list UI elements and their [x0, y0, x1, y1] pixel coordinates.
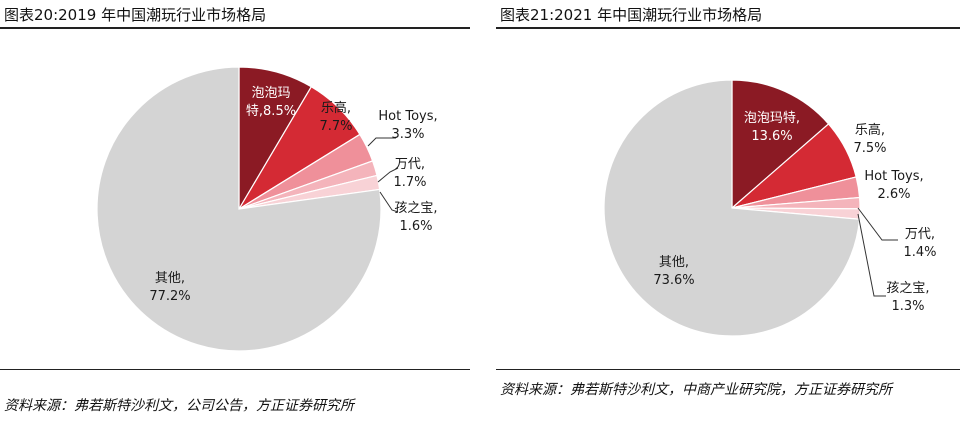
pie-chart-2019: 泡泡玛特,8.5% 乐高, 7.7% Hot Toys, 3.3% 万代, 1.7% 孩之宝,…: [96, 66, 438, 352]
chart-title: 图表21:2021 年中国潮玩行业市场格局: [500, 6, 763, 24]
data-label-hot-toys: Hot Toys, 3.3%: [378, 109, 437, 142]
pie-slice-其他: [96, 66, 382, 352]
source-rule: [0, 369, 470, 370]
leader-line-万代: [377, 167, 399, 183]
data-label-孩之宝: 孩之宝, 1.6%: [394, 201, 437, 234]
pie-slice-泡泡玛特: [731, 79, 830, 210]
leader-line-孩之宝: [379, 191, 399, 213]
data-label-hot-toys: Hot Toys, 2.6%: [864, 169, 923, 202]
leader-line-万代: [857, 207, 898, 241]
data-label-乐高: 乐高, 7.5%: [853, 122, 886, 156]
pie-chart-2021: 泡泡玛特, 13.6% 乐高, 7.5% Hot Toys, 2.6% 万代, 1.4% 孩之宝…: [603, 79, 937, 337]
data-label-孩之宝: 孩之宝, 1.3%: [886, 281, 929, 314]
data-label-泡泡玛特: 泡泡玛特,8.5%: [246, 86, 296, 119]
title-rule: [0, 27, 470, 29]
title-rule: [496, 27, 960, 29]
pie-slice-其他: [603, 79, 861, 337]
leader-line-孩之宝: [857, 213, 886, 297]
data-label-万代: 万代, 1.4%: [903, 227, 936, 260]
data-label-泡泡玛特: 泡泡玛特, 13.6%: [744, 111, 800, 144]
source-rule: [496, 369, 960, 370]
data-label-其他: 其他, 73.6%: [653, 255, 694, 288]
data-label-万代: 万代, 1.7%: [393, 157, 426, 190]
source-note: 资料来源：弗若斯特沙利文，中商产业研究院，方正证券研究所: [500, 382, 892, 398]
chart-title: 图表20:2019 年中国潮玩行业市场格局: [4, 6, 267, 24]
source-note: 资料来源：弗若斯特沙利文，公司公告，方正证券研究所: [4, 398, 354, 414]
data-label-乐高: 乐高, 7.7%: [319, 100, 352, 134]
data-label-其他: 其他, 77.2%: [149, 271, 190, 304]
leader-line-hot-toys: [367, 137, 396, 147]
